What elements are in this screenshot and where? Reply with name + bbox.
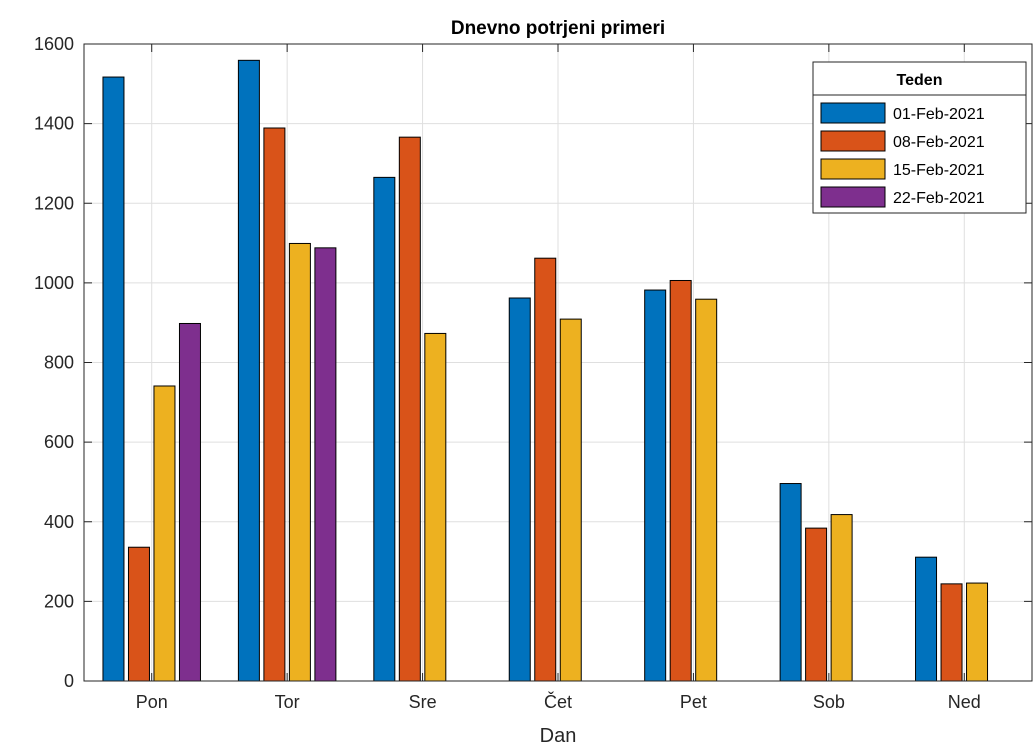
bar-Sob-08-Feb-2021 — [805, 527, 828, 682]
bar-Pon-15-Feb-2021 — [153, 385, 176, 682]
legend-entry: 15-Feb-2021 — [893, 162, 985, 179]
bar-Ned-15-Feb-2021 — [966, 582, 989, 682]
bar-Ned-08-Feb-2021 — [940, 583, 963, 682]
y-tick-label: 1200 — [34, 193, 74, 213]
legend-swatch — [820, 102, 886, 124]
x-tick-label: Pet — [680, 692, 707, 712]
bar-Sre-01-Feb-2021 — [373, 176, 396, 682]
bar-Čet-01-Feb-2021 — [508, 297, 531, 682]
x-axis-label: Dan — [540, 725, 577, 747]
bar-Ned-01-Feb-2021 — [915, 556, 938, 682]
y-tick-label: 1000 — [34, 273, 74, 293]
legend-swatch — [820, 158, 886, 180]
legend-title: Teden — [897, 72, 943, 89]
bar-Pon-01-Feb-2021 — [102, 76, 125, 682]
bar-Sre-15-Feb-2021 — [424, 332, 447, 682]
y-tick-label: 800 — [44, 353, 74, 373]
bar-Pon-08-Feb-2021 — [127, 546, 150, 682]
legend-entry: 22-Feb-2021 — [893, 190, 985, 207]
legend-swatch — [820, 186, 886, 208]
legend: Teden 01-Feb-2021 08-Feb-2021 15-Feb-2021 22… — [812, 61, 1027, 214]
x-tick-labels: Pon Tor Sre Čet Pet Sob Ned — [136, 691, 981, 712]
x-tick-label: Ned — [948, 692, 981, 712]
legend-swatch — [820, 130, 886, 152]
x-tick-label: Sob — [813, 692, 845, 712]
bar-Pet-15-Feb-2021 — [695, 298, 718, 682]
bar-Sob-01-Feb-2021 — [779, 483, 802, 682]
y-tick-label: 0 — [64, 671, 74, 691]
x-tick-label: Sre — [409, 692, 437, 712]
x-tick-label: Tor — [275, 692, 300, 712]
x-tick-label: Čet — [544, 691, 572, 712]
y-tick-label: 600 — [44, 432, 74, 452]
axes-box — [83, 43, 1033, 682]
bar-Pon-22-Feb-2021 — [178, 322, 201, 682]
y-tick-label: 200 — [44, 591, 74, 611]
bar-Čet-15-Feb-2021 — [559, 318, 582, 682]
chart-title: Dnevno potrjeni primeri — [451, 18, 665, 39]
bar-Sob-15-Feb-2021 — [830, 514, 853, 682]
bar-Pet-08-Feb-2021 — [669, 279, 692, 682]
legend-entry: 01-Feb-2021 — [893, 106, 985, 123]
y-tick-labels: 0 200 400 600 800 1000 1200 1400 1600 — [34, 34, 74, 691]
bar-Tor-15-Feb-2021 — [288, 242, 311, 682]
y-tick-label: 1400 — [34, 114, 74, 134]
bar-Čet-08-Feb-2021 — [534, 257, 557, 682]
bar-Tor-22-Feb-2021 — [314, 247, 337, 682]
bar-Tor-01-Feb-2021 — [237, 59, 260, 682]
y-tick-label: 1600 — [34, 34, 74, 54]
bar-Pet-01-Feb-2021 — [644, 289, 667, 682]
bar-Sre-08-Feb-2021 — [398, 136, 421, 682]
axes — [83, 43, 1033, 682]
y-tick-label: 400 — [44, 512, 74, 532]
x-tick-label: Pon — [136, 692, 168, 712]
legend-entry: 08-Feb-2021 — [893, 134, 985, 151]
bar-Tor-08-Feb-2021 — [263, 127, 286, 682]
